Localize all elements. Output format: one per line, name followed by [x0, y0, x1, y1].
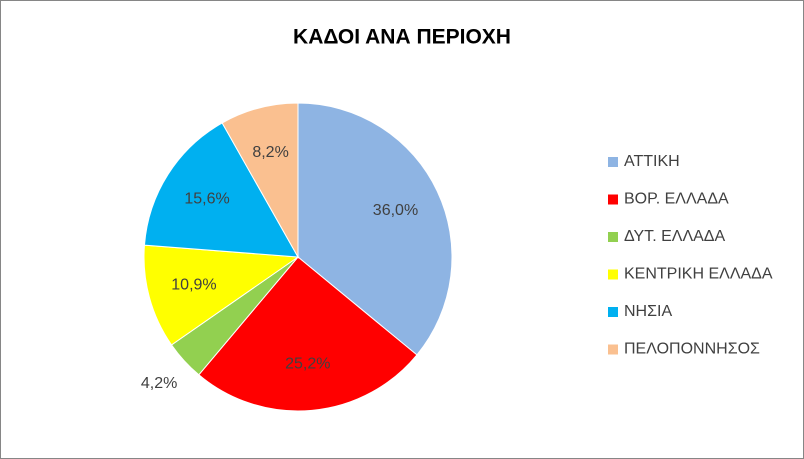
legend-swatch	[608, 269, 618, 280]
legend-label: ΔΥΤ. ΕΛΛΑΔΑ	[624, 228, 725, 245]
legend-swatch	[608, 194, 618, 205]
legend-swatch	[608, 344, 618, 355]
legend-label: ΒΟΡ. ΕΛΛΑΔΑ	[624, 191, 729, 208]
legend-swatch	[608, 157, 618, 167]
data-label: 8,2%	[252, 144, 288, 161]
chart-title: ΚΑΔΟΙ ΑΝΑ ΠΕΡΙΟΧΗ	[293, 26, 511, 49]
data-label: 10,9%	[171, 276, 216, 293]
legend-swatch	[608, 307, 618, 317]
pie-slice	[198, 256, 418, 412]
legend-label: ΝΗΣΙΑ	[624, 303, 672, 320]
legend-label: ΠΕΛΟΠΟΝΝΗΣΟΣ	[624, 341, 760, 358]
legend-label: ΑΤΤΙΚΗ	[624, 153, 680, 170]
data-label: 4,2%	[141, 375, 177, 392]
data-label: 15,6%	[184, 190, 229, 207]
pie-slice	[221, 102, 299, 259]
data-label: 36,0%	[373, 202, 418, 219]
pie-slice	[143, 122, 299, 258]
legend-swatch	[608, 232, 618, 242]
legend-label: ΚΕΝΤΡΙΚΗ ΕΛΛΑΔΑ	[624, 266, 773, 283]
pie-slice	[297, 102, 453, 356]
pie-slice	[143, 244, 300, 346]
data-label: 25,2%	[285, 356, 330, 373]
